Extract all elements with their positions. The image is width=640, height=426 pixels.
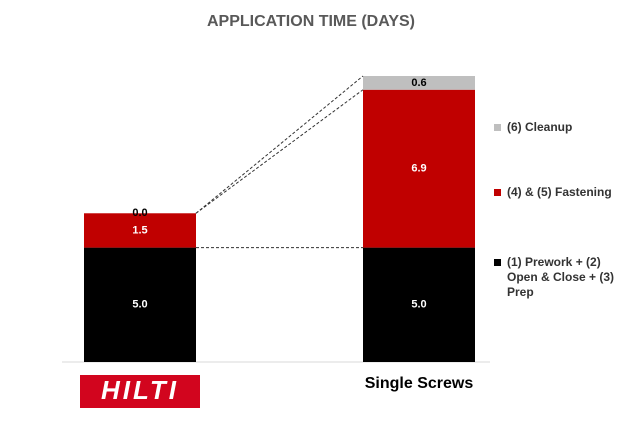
value-label: 6.9 xyxy=(411,163,426,175)
value-label: 5.0 xyxy=(411,299,426,311)
legend-swatch xyxy=(494,189,501,196)
legend-label: (4) & (5) Fastening xyxy=(507,185,612,199)
legend-swatch xyxy=(494,124,501,131)
value-label: 1.5 xyxy=(132,224,147,236)
logo-box xyxy=(80,375,200,408)
legend-swatch xyxy=(494,259,501,266)
chart-title: APPLICATION TIME (DAYS) xyxy=(207,13,415,30)
legend-label: (1) Prework + (2) Open & Close + (3) Pre… xyxy=(507,255,615,299)
legend-item: (6) Cleanup xyxy=(494,120,634,135)
bar-segment xyxy=(363,89,475,248)
connector xyxy=(195,75,364,214)
bar-segment xyxy=(363,76,475,90)
legend-item: (1) Prework + (2) Open & Close + (3) Pre… xyxy=(494,255,634,300)
bar-segment xyxy=(84,213,196,248)
legend-label: (6) Cleanup xyxy=(507,120,573,134)
bar-segment xyxy=(84,247,196,362)
bar-segment xyxy=(363,247,475,362)
value-label: 0.0 xyxy=(132,207,147,219)
value-label: 5.0 xyxy=(132,299,147,311)
category-label: HILTI xyxy=(101,375,179,405)
category-label: Single Screws xyxy=(365,375,474,392)
legend-item: (4) & (5) Fastening xyxy=(494,185,634,200)
value-label: 0.6 xyxy=(411,77,426,89)
connector xyxy=(195,89,364,214)
